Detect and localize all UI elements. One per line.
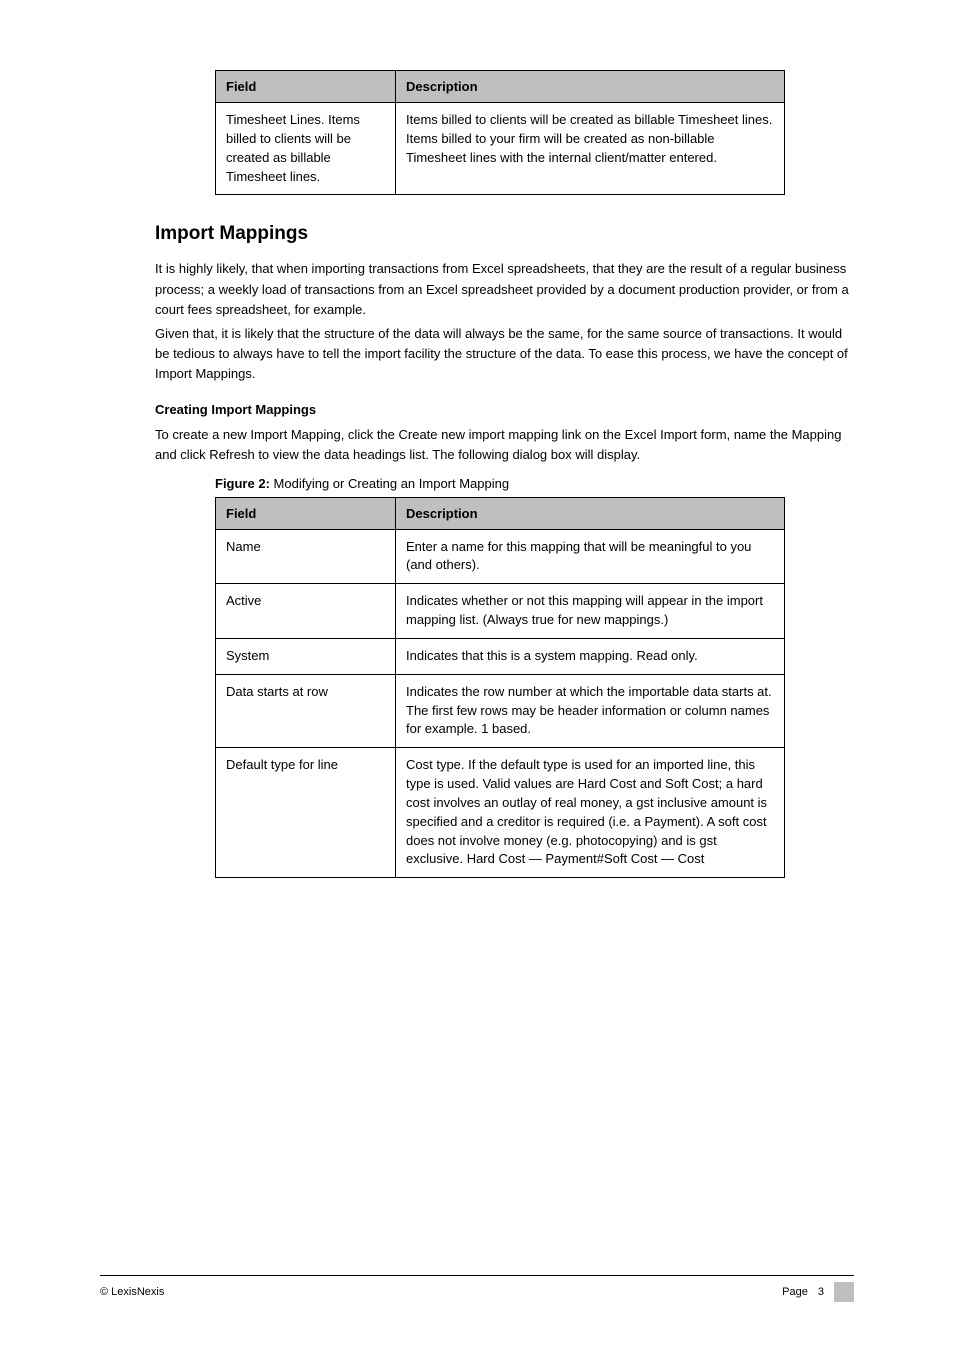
table1-cell-0-1: Items billed to clients will be created … bbox=[396, 103, 785, 195]
figure-text: Modifying or Creating an Import Mapping bbox=[274, 476, 510, 491]
table-row: System Indicates that this is a system m… bbox=[216, 638, 785, 674]
table-field-description-2: Field Description Name Enter a name for … bbox=[215, 497, 785, 879]
paragraph: Given that, it is likely that the struct… bbox=[155, 324, 854, 384]
footer-page-label: Page bbox=[782, 1286, 808, 1298]
table-row: Default type for line Cost type. If the … bbox=[216, 748, 785, 878]
footer-block-icon bbox=[834, 1282, 854, 1302]
table2-header-0: Field bbox=[216, 497, 396, 529]
table-row: Name Enter a name for this mapping that … bbox=[216, 529, 785, 584]
footer-page-number: 3 bbox=[818, 1286, 824, 1298]
figure-caption: Figure 2: Modifying or Creating an Impor… bbox=[215, 476, 854, 491]
table2-cell: Active bbox=[216, 584, 396, 639]
table2-cell: Indicates whether or not this mapping wi… bbox=[396, 584, 785, 639]
table2-cell: Indicates that this is a system mapping.… bbox=[396, 638, 785, 674]
section-heading-import-mappings: Import Mappings bbox=[155, 223, 854, 245]
footer-copyright: © LexisNexis bbox=[100, 1286, 782, 1298]
page-footer: © LexisNexis Page 3 bbox=[100, 1275, 854, 1302]
table2-cell: Cost type. If the default type is used f… bbox=[396, 748, 785, 878]
table2-header-1: Description bbox=[396, 497, 785, 529]
table1-cell-0-0: Timesheet Lines. Items billed to clients… bbox=[216, 103, 396, 195]
table2-cell: System bbox=[216, 638, 396, 674]
table-row: Active Indicates whether or not this map… bbox=[216, 584, 785, 639]
table2-cell: Indicates the row number at which the im… bbox=[396, 674, 785, 748]
subheading-creating-import-mappings: Creating Import Mappings bbox=[155, 402, 854, 417]
paragraph: It is highly likely, that when importing… bbox=[155, 259, 854, 319]
table2-cell: Name bbox=[216, 529, 396, 584]
paragraph: To create a new Import Mapping, click th… bbox=[155, 425, 854, 465]
table1-header-0: Field bbox=[216, 71, 396, 103]
table-field-description-1: Field Description Timesheet Lines. Items… bbox=[215, 70, 785, 195]
table-row: Timesheet Lines. Items billed to clients… bbox=[216, 103, 785, 195]
figure-label: Figure 2: bbox=[215, 476, 270, 491]
table-row: Data starts at row Indicates the row num… bbox=[216, 674, 785, 748]
table2-cell: Data starts at row bbox=[216, 674, 396, 748]
table1-header-1: Description bbox=[396, 71, 785, 103]
table2-cell: Default type for line bbox=[216, 748, 396, 878]
table2-cell: Enter a name for this mapping that will … bbox=[396, 529, 785, 584]
